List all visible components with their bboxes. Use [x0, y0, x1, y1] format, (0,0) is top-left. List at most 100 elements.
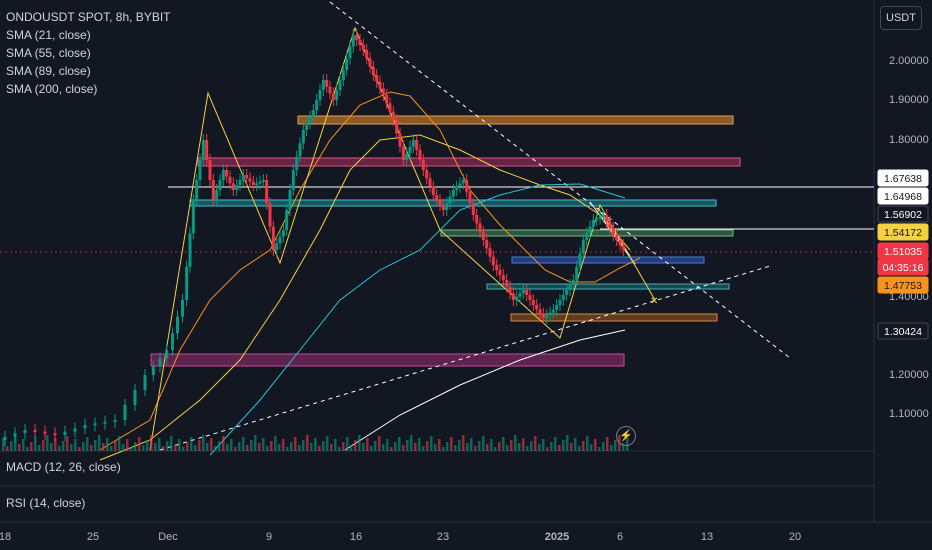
candle-body — [201, 140, 205, 160]
candle-body — [488, 248, 492, 257]
volume-bar — [182, 447, 185, 451]
volume-bar — [142, 445, 145, 451]
volume-bar — [250, 440, 253, 451]
volume-bar — [330, 444, 333, 451]
candle-body — [368, 58, 372, 67]
volume-bar — [322, 441, 325, 451]
volume-bar — [346, 437, 349, 451]
volume-bar — [38, 445, 41, 451]
volume-bar — [530, 441, 533, 451]
volume-bar — [622, 443, 625, 451]
y-tick-label: 1.90000 — [889, 94, 929, 106]
candle-body — [478, 223, 482, 232]
candle-body — [241, 175, 245, 180]
y-tick-label: 1.40000 — [889, 291, 929, 303]
volume-bar — [218, 441, 221, 451]
volume-bar — [2, 438, 5, 451]
lightning-icon[interactable]: ⚡ — [616, 426, 636, 446]
volume-bar — [78, 447, 81, 451]
volume-bar — [382, 444, 385, 451]
candle-body — [591, 220, 595, 227]
candle-body — [518, 293, 522, 297]
volume-bar — [506, 445, 509, 451]
volume-bar — [298, 445, 301, 451]
candle-body — [468, 191, 472, 204]
macd-pane-label[interactable]: MACD (12, 26, close) — [6, 460, 121, 474]
volume-bar — [274, 436, 277, 451]
volume-bar — [518, 443, 521, 451]
volume-bar — [206, 443, 209, 451]
volume-bar — [174, 444, 177, 451]
indicator-legend: ONDOUSDT SPOT, 8h, BYBIT SMA (21, close)… — [6, 8, 170, 98]
candle-body — [341, 70, 345, 80]
volume-bar — [130, 447, 133, 451]
volume-bar — [582, 441, 585, 451]
volume-bar — [402, 445, 405, 451]
sma-89-line — [209, 183, 626, 456]
volume-bar — [510, 440, 513, 451]
volume-bar — [486, 444, 489, 451]
volume-bar — [546, 447, 549, 451]
x-tick-label: 2025 — [545, 531, 569, 543]
candle-body — [435, 195, 439, 200]
volume-bar — [430, 436, 433, 451]
candle-body — [93, 423, 97, 426]
candle-body — [248, 178, 252, 182]
candle-body — [575, 266, 579, 280]
candle-body — [205, 140, 209, 160]
candle-body — [578, 253, 582, 267]
candle-body — [33, 430, 37, 432]
candle-body — [185, 266, 189, 300]
volume-bar — [82, 442, 85, 451]
x-tick-label: 25 — [87, 531, 99, 543]
candle-body — [431, 186, 435, 195]
candle-body — [251, 181, 255, 185]
candle-body — [461, 180, 465, 184]
rsi-pane-label[interactable]: RSI (14, close) — [6, 496, 86, 510]
candle-body — [171, 333, 174, 350]
volume-bar — [450, 437, 453, 451]
candle-body — [301, 130, 305, 144]
volume-bar — [246, 445, 249, 451]
volume-bar — [286, 447, 289, 451]
volume-bar — [438, 439, 441, 451]
candle-body — [231, 183, 235, 190]
volume-bar — [14, 436, 17, 451]
zone-box — [510, 313, 718, 322]
volume-bar — [514, 435, 517, 451]
volume-bar — [310, 443, 313, 451]
sma-55-label[interactable]: SMA (55, close) — [6, 46, 91, 60]
candle-body — [531, 300, 535, 305]
volume-bar — [314, 438, 317, 451]
volume-bar — [138, 437, 141, 451]
currency-button[interactable]: USDT — [880, 6, 922, 30]
volume-bar — [254, 435, 257, 451]
volume-bar — [498, 442, 501, 451]
candle-body — [103, 421, 107, 424]
support-trendline — [159, 265, 771, 451]
volume-bar — [178, 439, 181, 451]
candle-body — [198, 160, 202, 180]
candle-body — [411, 140, 415, 147]
sma-89-label[interactable]: SMA (89, close) — [6, 64, 91, 78]
candle-body — [408, 146, 412, 154]
candle-body — [238, 180, 242, 185]
candle-body — [565, 290, 569, 295]
sma-21-label[interactable]: SMA (21, close) — [6, 28, 91, 42]
volume-bar — [358, 435, 361, 451]
candle-body — [438, 200, 442, 205]
candle-body — [611, 228, 615, 235]
sma-200-label[interactable]: SMA (200, close) — [6, 82, 98, 96]
symbol-title: ONDOUSDT SPOT, 8h, BYBIT — [6, 10, 171, 24]
sma-55-line — [99, 134, 631, 461]
zone-box — [297, 115, 734, 125]
candle-body — [281, 230, 285, 237]
candle-body — [425, 170, 429, 179]
volume-bar — [114, 441, 117, 451]
volume-bar — [494, 447, 497, 451]
volume-bar — [410, 435, 413, 451]
price-label-box — [877, 169, 929, 187]
volume-bar — [362, 443, 365, 451]
